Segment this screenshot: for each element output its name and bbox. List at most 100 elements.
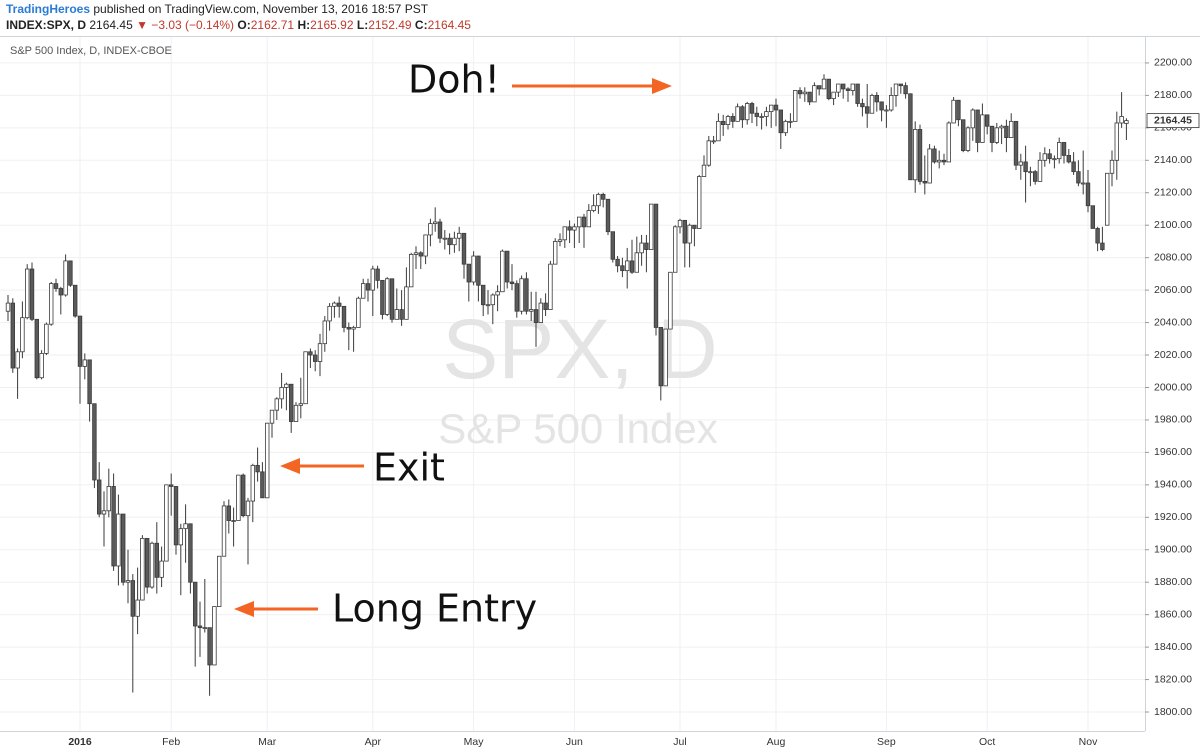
y-tick-label: 2080.00	[1154, 251, 1192, 263]
x-tick-label: Aug	[767, 736, 786, 748]
y-tick-label: 1840.00	[1154, 641, 1192, 653]
candle-body	[332, 302, 337, 307]
candle-body	[63, 260, 68, 296]
candle-body	[557, 239, 563, 242]
candle-body	[480, 284, 486, 306]
candle-body	[168, 484, 174, 487]
candle-body	[144, 537, 150, 588]
header-line-1: TradingHeroes published on TradingView.c…	[6, 2, 429, 16]
candle-body	[653, 203, 659, 328]
candle-body	[303, 351, 308, 405]
candle-body	[879, 101, 884, 111]
candle-body	[994, 127, 999, 143]
y-tick-label: 1820.00	[1154, 673, 1192, 685]
candle-body	[298, 403, 303, 406]
candle-body	[111, 486, 116, 567]
candle-body	[159, 560, 164, 578]
candle-body	[121, 513, 126, 583]
candle-body	[442, 237, 447, 240]
candle-body	[677, 219, 683, 228]
candle-body	[591, 205, 596, 212]
candle-body	[649, 203, 654, 250]
candle-body	[529, 309, 534, 312]
candle-body	[913, 129, 918, 181]
candle-body	[461, 232, 467, 265]
candle-body	[1066, 155, 1071, 163]
candle-body	[221, 505, 227, 557]
candle-body	[24, 268, 30, 319]
candle-body	[231, 520, 236, 522]
candle-body	[92, 403, 97, 481]
high-value: 2165.92	[310, 18, 354, 32]
candle-body	[284, 383, 289, 388]
watermark-name: S&P 500 Index	[438, 405, 717, 452]
candle-body	[615, 258, 620, 267]
candle-body	[922, 180, 927, 184]
y-tick-label: 1860.00	[1154, 608, 1192, 620]
candle-body	[495, 291, 500, 296]
close-value: 2164.45	[428, 18, 472, 32]
y-tick-label: 1940.00	[1154, 479, 1192, 491]
candle-body	[466, 263, 471, 283]
candle-body	[533, 309, 539, 323]
candle-body	[1061, 142, 1067, 156]
candle-body	[341, 305, 347, 328]
x-tick-label: Feb	[162, 736, 180, 748]
candle-body	[754, 112, 759, 117]
candle-body	[87, 359, 92, 405]
candle-body	[970, 109, 975, 129]
candle-body	[980, 114, 985, 143]
candle-body	[375, 268, 380, 281]
candle-body	[264, 422, 270, 499]
last-price: 2164.45	[89, 18, 133, 32]
x-tick-label: Apr	[365, 736, 382, 748]
low-value: 2152.49	[368, 18, 412, 32]
candle-body	[356, 297, 361, 328]
candle-body	[927, 148, 932, 184]
candle-body	[711, 140, 716, 143]
candle-body	[855, 83, 860, 104]
candle-body	[634, 252, 639, 273]
candle-body	[68, 260, 73, 286]
candle-body	[543, 302, 548, 310]
y-tick-label: 2000.00	[1154, 381, 1192, 393]
candle-body	[548, 263, 553, 310]
candle-body	[485, 304, 491, 307]
candle-body	[725, 116, 731, 125]
candle-body	[850, 83, 855, 91]
candle-body	[5, 302, 11, 312]
candle-body	[917, 129, 923, 182]
candle-body	[53, 283, 59, 289]
candle-body	[1095, 228, 1100, 244]
candle-body	[44, 323, 49, 354]
candle-body	[135, 599, 140, 617]
candle-body	[452, 237, 457, 246]
candle-body	[504, 250, 510, 283]
candle-body	[1090, 205, 1095, 229]
candle-body	[380, 279, 385, 315]
candle-body	[216, 555, 222, 607]
candle-body	[178, 528, 183, 546]
y-tick-label: 1880.00	[1154, 576, 1192, 588]
candle-body	[860, 103, 865, 108]
header-line-2: INDEX:SPX, D 2164.45 ▼ −3.03 (−0.14%) O:…	[6, 18, 471, 32]
y-tick-label: 1920.00	[1154, 511, 1192, 523]
candle-body	[773, 104, 779, 111]
candle-body	[236, 474, 241, 521]
candle-body	[1105, 172, 1110, 226]
candle-body	[845, 88, 851, 91]
candle-body	[327, 305, 332, 322]
candle-body	[625, 260, 630, 272]
candle-body	[164, 484, 169, 562]
candle-body	[29, 268, 35, 320]
y-tick-label: 2020.00	[1154, 349, 1192, 361]
candle-body	[581, 216, 587, 228]
candle-body	[730, 116, 735, 122]
candle-body	[663, 328, 668, 387]
x-tick-label: Sep	[877, 736, 896, 748]
candle-body	[956, 99, 961, 121]
candle-body	[322, 320, 327, 345]
candle-body	[514, 283, 519, 312]
candle-body	[418, 252, 423, 257]
